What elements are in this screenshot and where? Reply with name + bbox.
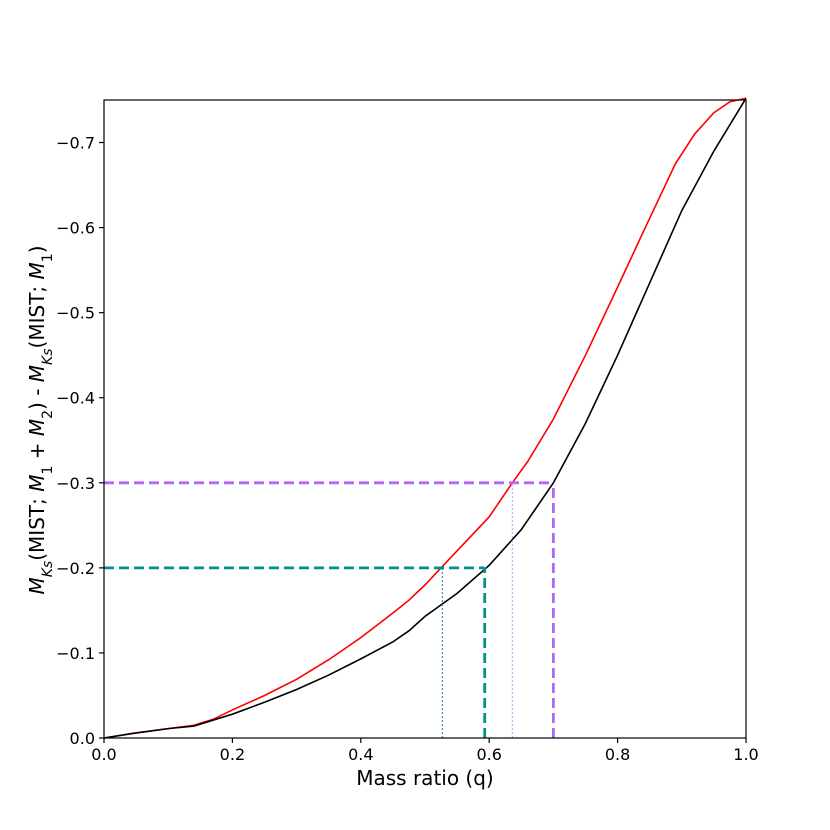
series-line-0 bbox=[103, 97, 747, 739]
y-tick-label-4: −0.4 bbox=[56, 389, 95, 408]
y-axis-label-part-9: M bbox=[25, 365, 49, 382]
x-tick-label-5: 1.0 bbox=[733, 745, 758, 764]
y-axis-label-part-4: 1 bbox=[40, 466, 56, 475]
x-tick-label-3: 0.6 bbox=[476, 745, 501, 764]
y-axis-label-part-11: (MIST; bbox=[25, 279, 49, 348]
y-axis-label-part-14: ) bbox=[25, 245, 49, 253]
y-tick-label-2: −0.2 bbox=[56, 559, 95, 578]
y-tick-label-1: −0.1 bbox=[56, 644, 95, 663]
y-axis-label-part-3: M bbox=[25, 475, 49, 492]
plot-lines bbox=[103, 97, 747, 739]
y-axis-label-part-1: Ks bbox=[40, 561, 56, 577]
y-axis-label-part-12: M bbox=[25, 262, 49, 279]
y-tick-label-7: −0.7 bbox=[56, 134, 95, 153]
y-tick-label-6: −0.6 bbox=[56, 219, 95, 238]
x-tick-label-4: 0.8 bbox=[605, 745, 630, 764]
y-tick-label-0: 0.0 bbox=[70, 729, 95, 748]
x-tick-label-0: 0.0 bbox=[91, 745, 116, 764]
x-ticks: 0.0 0.2 0.4 0.6 0.8 1.0 bbox=[91, 738, 759, 764]
y-axis-label-part-5: + bbox=[25, 436, 49, 465]
y-axis-label-part-6: M bbox=[25, 419, 49, 436]
y-ticks: 0.0 −0.1 −0.2 −0.3 −0.4 −0.5 −0.6 −0.7 bbox=[56, 134, 104, 748]
y-tick-label-3: −0.3 bbox=[56, 474, 95, 493]
plot-frame bbox=[103, 99, 747, 739]
y-axis-label-part-2: (MIST; bbox=[25, 492, 49, 561]
y-axis-label-part-13: 1 bbox=[40, 253, 56, 262]
y-axis-label-part-7: 2 bbox=[40, 410, 56, 419]
series-line-1 bbox=[103, 97, 747, 739]
reference-lines bbox=[104, 481, 555, 738]
x-tick-label-1: 0.2 bbox=[220, 745, 245, 764]
x-tick-label-2: 0.4 bbox=[348, 745, 373, 764]
y-axis-label-part-8: ) - bbox=[25, 382, 49, 410]
x-axis-label: Mass ratio (q) bbox=[356, 766, 493, 790]
y-axis-label: MKs(MIST; M1 + M2) - MKs(MIST; M1) bbox=[25, 245, 56, 594]
y-axis-label-part-10: Ks bbox=[40, 348, 56, 364]
y-tick-label-5: −0.5 bbox=[56, 304, 95, 323]
y-axis-label-part-0: M bbox=[25, 577, 49, 594]
